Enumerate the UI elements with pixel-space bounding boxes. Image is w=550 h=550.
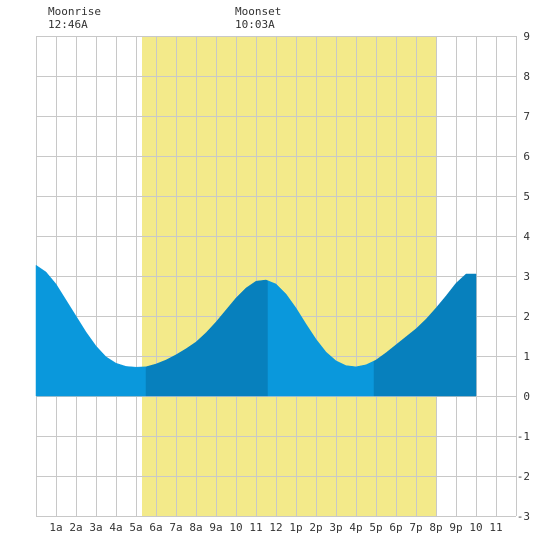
y-tick-label: 4	[523, 230, 530, 243]
x-tick-label: 8a	[189, 521, 202, 534]
y-tick-label: 6	[523, 150, 530, 163]
x-tick-label: 9p	[449, 521, 462, 534]
x-tick-label: 5p	[369, 521, 382, 534]
moonrise-label: Moonrise	[48, 5, 101, 18]
x-tick-label: 12	[269, 521, 282, 534]
x-tick-label: 11	[489, 521, 502, 534]
y-tick-label: 2	[523, 310, 530, 323]
x-tick-label: 6p	[389, 521, 402, 534]
y-tick-label: 5	[523, 190, 530, 203]
y-tick-label: 0	[523, 390, 530, 403]
x-tick-label: 4a	[109, 521, 122, 534]
x-tick-label: 8p	[429, 521, 442, 534]
x-tick-label: 10	[229, 521, 242, 534]
y-tick-label: 9	[523, 30, 530, 43]
y-tick-label: 8	[523, 70, 530, 83]
y-tick-label: -2	[517, 470, 530, 483]
x-tick-label: 7a	[169, 521, 182, 534]
x-tick-label: 1p	[289, 521, 302, 534]
y-tick-label: 7	[523, 110, 530, 123]
x-tick-label: 5a	[129, 521, 142, 534]
x-tick-label: 2a	[69, 521, 82, 534]
y-tick-label: 1	[523, 350, 530, 363]
x-tick-label: 7p	[409, 521, 422, 534]
x-tick-label: 10	[469, 521, 482, 534]
x-tick-label: 11	[249, 521, 262, 534]
y-tick-label: -1	[517, 430, 530, 443]
x-tick-label: 1a	[49, 521, 62, 534]
x-tick-label: 3a	[89, 521, 102, 534]
x-tick-labels: 1a 2a 3a 4a 5a 6a 7a 8a 9a 10 11 12 1p 2p 3p 4p 5p 6p 7p 8p…	[49, 521, 502, 534]
x-tick-label: 3p	[329, 521, 342, 534]
tide-area-dark	[373, 273, 477, 397]
y-tick-label: 3	[523, 270, 530, 283]
x-tick-label: 9a	[209, 521, 222, 534]
y-tick-label: -3	[517, 510, 530, 523]
x-tick-label: 6a	[149, 521, 162, 534]
tide-area-light	[35, 264, 147, 397]
moonset-time: 10:03A	[235, 18, 275, 31]
tide-area-dark	[145, 279, 269, 397]
x-tick-label: 4p	[349, 521, 362, 534]
y-tick-labels: -3 -2 -1 0 1 2 3 4 5 6 7 8 9	[517, 30, 531, 523]
water-layer	[35, 264, 477, 397]
x-tick-label: 2p	[309, 521, 322, 534]
moonrise-time: 12:46A	[48, 18, 88, 31]
moonset-label: Moonset	[235, 5, 282, 18]
tide-area-light	[267, 280, 375, 397]
